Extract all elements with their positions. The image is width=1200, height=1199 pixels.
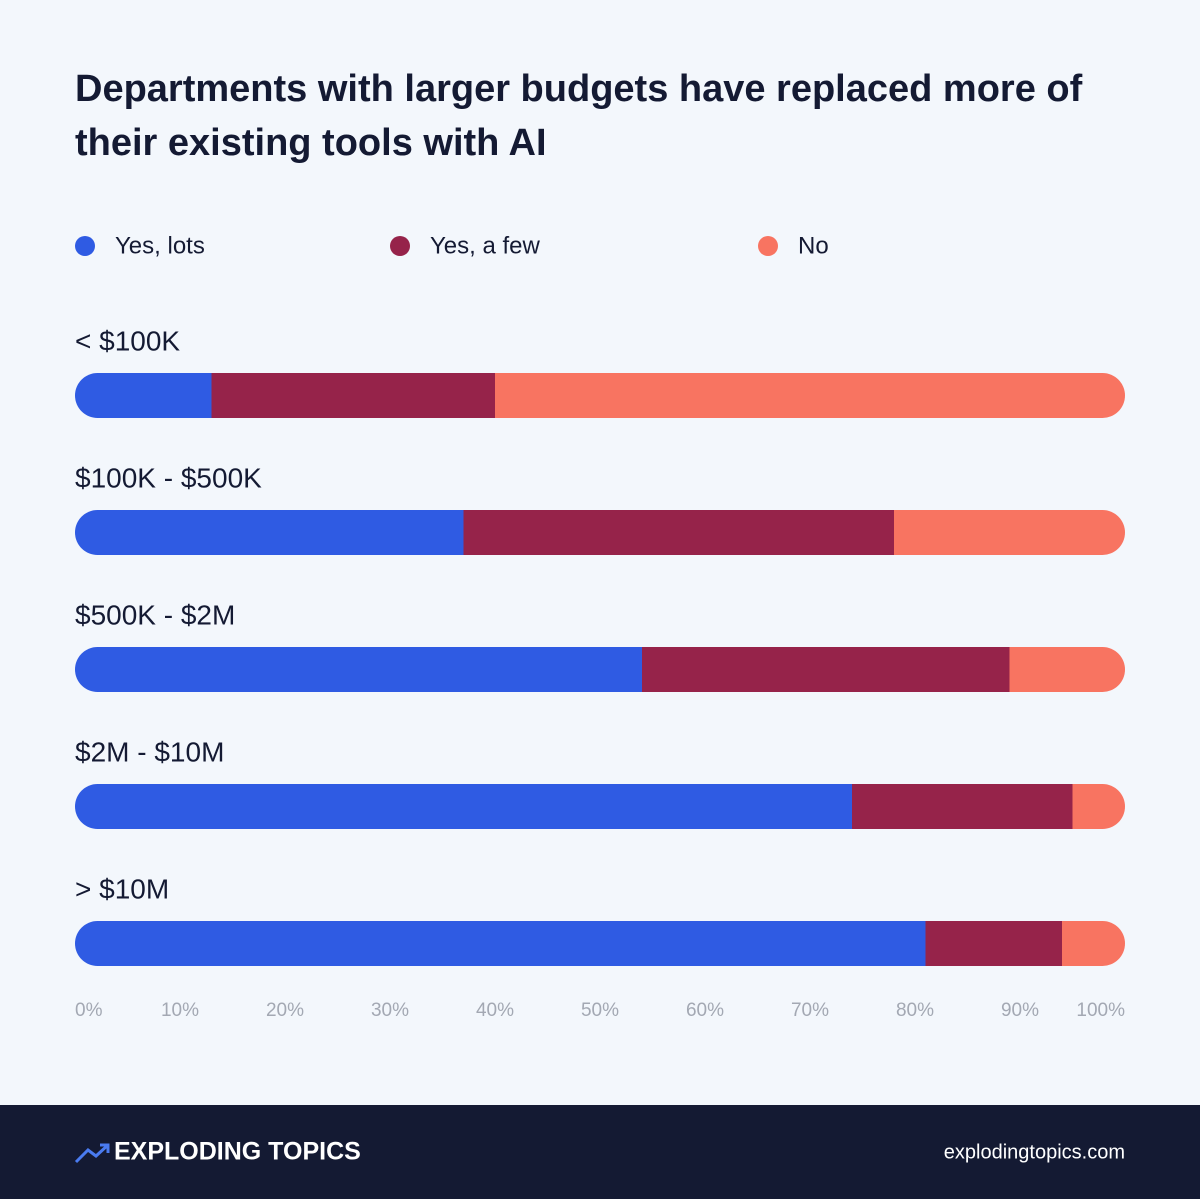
x-tick-label: 30% (371, 1000, 409, 1021)
category-label: < $100K (75, 325, 180, 356)
x-tick-label: 80% (896, 1000, 934, 1021)
x-tick-label: 0% (75, 1000, 103, 1021)
bar-segment (75, 647, 642, 692)
bar-row (75, 510, 1125, 555)
x-tick-label: 90% (1001, 1000, 1039, 1021)
legend-label: Yes, lots (115, 232, 205, 259)
x-tick-label: 100% (1076, 1000, 1125, 1021)
bar-segment (1072, 784, 1125, 829)
bar-row (75, 373, 1125, 418)
bar-segment (925, 921, 1062, 966)
bar-segment (894, 510, 1125, 555)
bar-segment (1062, 921, 1125, 966)
x-tick-label: 40% (476, 1000, 514, 1021)
legend-label: Yes, a few (430, 232, 541, 259)
legend-marker (75, 236, 95, 256)
legend-label: No (798, 232, 829, 259)
bar-segment (463, 510, 894, 555)
legend-item: No (758, 232, 829, 259)
bar-segment (75, 373, 212, 418)
footer-bar (0, 1105, 1200, 1199)
bar-row (75, 784, 1125, 829)
brand: EXPLODING TOPICS (114, 1138, 361, 1166)
bar-row (75, 647, 1125, 692)
bar-segment (211, 373, 495, 418)
x-tick-label: 70% (791, 1000, 829, 1021)
bar-row (75, 921, 1125, 966)
bar-segment (642, 647, 1010, 692)
category-label: $100K - $500K (75, 462, 262, 493)
legend-marker (758, 236, 778, 256)
category-label: > $10M (75, 873, 169, 904)
x-tick-label: 50% (581, 1000, 619, 1021)
bar-segment (75, 921, 926, 966)
chart-title: Departments with larger budgets have rep… (75, 68, 1083, 164)
legend-item: Yes, lots (75, 232, 205, 259)
x-tick-label: 60% (686, 1000, 724, 1021)
bar-segment (75, 510, 464, 555)
legend-marker (390, 236, 410, 256)
x-tick-label: 10% (161, 1000, 199, 1021)
logo-icon (74, 1143, 110, 1164)
footer-url: explodingtopics.com (944, 1141, 1125, 1163)
x-tick-label: 20% (266, 1000, 304, 1021)
bar-segment (1009, 647, 1125, 692)
bar-segment (75, 784, 852, 829)
category-label: $500K - $2M (75, 599, 235, 630)
legend-item: Yes, a few (390, 232, 541, 259)
category-label: $2M - $10M (75, 736, 224, 767)
bar-segment (852, 784, 1073, 829)
bar-segment (495, 373, 1125, 418)
